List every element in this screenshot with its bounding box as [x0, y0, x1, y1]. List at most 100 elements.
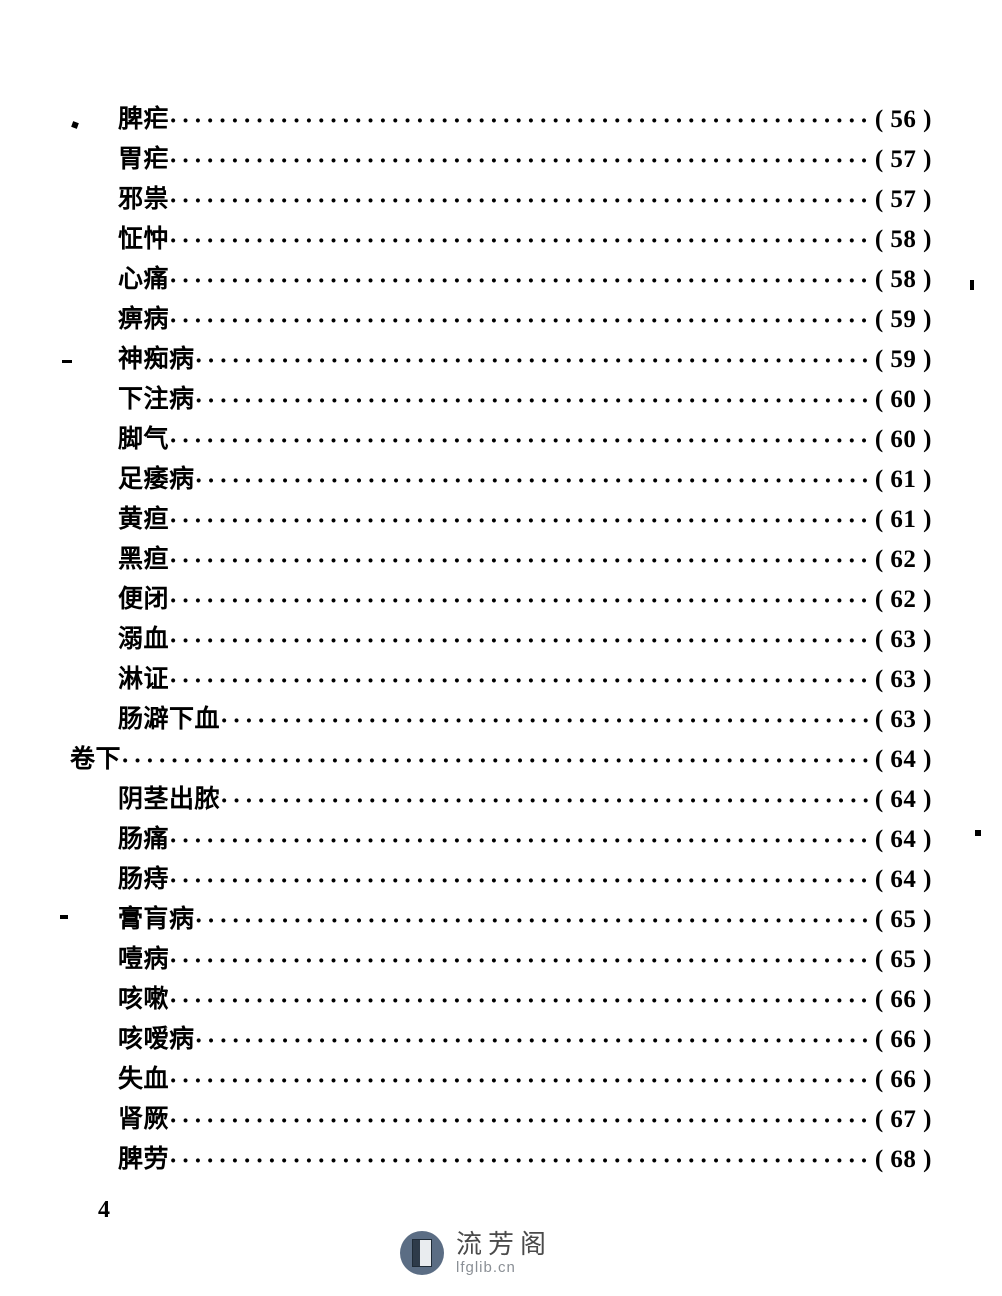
toc-entry-page: ( 57 ) — [869, 180, 932, 220]
toc-row: 心痛 ( 58 ) — [70, 260, 932, 300]
toc-leader-dots — [169, 662, 869, 687]
toc-entry-page: ( 62 ) — [869, 540, 932, 580]
toc-entry-page: ( 68 ) — [869, 1140, 932, 1180]
toc-row: 肠澼下血 ( 63 ) — [70, 700, 932, 740]
toc-entry-label: 黄疸 — [70, 500, 169, 540]
toc-entry-page: ( 67 ) — [869, 1100, 932, 1140]
toc-entry-page: ( 60 ) — [869, 380, 932, 420]
toc-entry-page: ( 64 ) — [869, 780, 932, 820]
toc-leader-dots — [169, 142, 869, 167]
toc-entry-label: 神痴病 — [70, 340, 195, 380]
toc-entry-label: 便闭 — [70, 580, 169, 620]
toc-entry-label: 溺血 — [70, 620, 169, 660]
toc-row: 淋证( 63 ) — [70, 660, 932, 700]
toc-entry-label: 肠痔 — [70, 860, 169, 900]
toc-entry-page: ( 66 ) — [869, 1020, 932, 1060]
toc-leader-dots — [220, 702, 869, 727]
toc-entry-page: ( 59 ) — [869, 300, 932, 340]
toc-row: 怔忡( 58 ) — [70, 220, 932, 260]
toc-entry-label: 黑疸 — [70, 540, 169, 580]
toc-entry-page: ( 66 ) — [869, 980, 932, 1020]
page-number: 4 — [98, 1197, 110, 1224]
scan-speck — [62, 360, 72, 363]
toc-entry-label: 脾劳 — [70, 1140, 169, 1180]
toc-row: 膏肓病( 65 ) — [70, 900, 932, 940]
toc-entry-page: ( 61 ) — [869, 460, 932, 500]
toc-entry-page: ( 66 ) — [869, 1060, 932, 1100]
toc-leader-dots — [169, 262, 869, 287]
toc-leader-dots — [169, 982, 869, 1007]
toc-leader-dots — [169, 182, 869, 207]
toc-row: 下注病 ( 60 ) — [70, 380, 932, 420]
toc-entry-label: 肠痛 — [70, 820, 169, 860]
toc-entry-label: 下注病 — [70, 380, 195, 420]
footer-badge-icon — [400, 1231, 444, 1275]
toc-entry-page: ( 63 ) — [869, 660, 932, 700]
footer-site-name: 流芳阁 — [456, 1231, 552, 1260]
toc-entry-label: 足痿病 — [70, 460, 195, 500]
toc-entry-page: ( 65 ) — [869, 940, 932, 980]
toc-entry-label: 肠澼下血 — [70, 700, 220, 740]
toc-entry-label: 噎病 — [70, 940, 169, 980]
toc-leader-dots — [195, 462, 869, 487]
toc-entry-label: 阴茎出脓 — [70, 780, 220, 820]
toc-row: 黄疸( 61 ) — [70, 500, 932, 540]
footer-logo: 流芳阁 lfglib.cn — [400, 1231, 552, 1276]
toc-entry-page: ( 62 ) — [869, 580, 932, 620]
toc-row: 便闭 ( 62 ) — [70, 580, 932, 620]
toc-row: 脾疟 ( 56 ) — [70, 100, 932, 140]
toc-row: 黑疸 ( 62 ) — [70, 540, 932, 580]
toc-row: 咳嗳病( 66 ) — [70, 1020, 932, 1060]
toc-row: 噎病 ( 65 ) — [70, 940, 932, 980]
toc-entry-page: ( 60 ) — [869, 420, 932, 460]
toc-leader-dots — [195, 382, 869, 407]
footer-text: 流芳阁 lfglib.cn — [456, 1231, 552, 1276]
toc-leader-dots — [169, 582, 869, 607]
footer-site-url: lfglib.cn — [456, 1260, 552, 1277]
toc-entry-label: 心痛 — [70, 260, 169, 300]
toc-entry-label: 肾厥 — [70, 1100, 169, 1140]
toc-leader-dots — [169, 942, 869, 967]
toc-entry-label: 失血 — [70, 1060, 169, 1100]
toc-entry-page: ( 58 ) — [869, 260, 932, 300]
toc-entry-label: 脾疟 — [70, 100, 169, 140]
toc-leader-dots — [169, 622, 869, 647]
page: 脾疟( 56 )胃疟( 57 )邪祟( 57 )怔忡( 58 )心痛( 58 )… — [0, 0, 1002, 1296]
toc-entry-page: ( 64 ) — [869, 820, 932, 860]
toc-row: 痹病 ( 59 ) — [70, 300, 932, 340]
toc-row: 肠痔 ( 64 ) — [70, 860, 932, 900]
toc-leader-dots — [220, 782, 869, 807]
toc-entry-page: ( 56 ) — [869, 100, 932, 140]
toc-leader-dots — [169, 822, 869, 847]
toc-leader-dots — [169, 102, 869, 127]
toc-row: 脾劳 ( 68 ) — [70, 1140, 932, 1180]
toc-entry-page: ( 57 ) — [869, 140, 932, 180]
toc-entry-label: 脚气 — [70, 420, 169, 460]
toc-row: 胃疟 ( 57 ) — [70, 140, 932, 180]
toc-row: 足痿病 ( 61 ) — [70, 460, 932, 500]
toc-row: 阴茎出脓 ( 64 ) — [70, 780, 932, 820]
toc-row: 脚气 ( 60 ) — [70, 420, 932, 460]
toc-row: 神痴病( 59 ) — [70, 340, 932, 380]
toc-entry-page: ( 63 ) — [869, 700, 932, 740]
toc-leader-dots — [121, 742, 869, 767]
toc-leader-dots — [169, 1142, 869, 1167]
toc-entry-label: 邪祟 — [70, 180, 169, 220]
toc-entry-label: 痹病 — [70, 300, 169, 340]
toc-entry-page: ( 64 ) — [869, 860, 932, 900]
toc-leader-dots — [169, 302, 869, 327]
toc-entry-label: 胃疟 — [70, 140, 169, 180]
toc-leader-dots — [169, 1062, 869, 1087]
table-of-contents: 脾疟( 56 )胃疟( 57 )邪祟( 57 )怔忡( 58 )心痛( 58 )… — [70, 100, 932, 1180]
toc-leader-dots — [169, 862, 869, 887]
toc-leader-dots — [169, 222, 869, 247]
toc-entry-page: ( 64 ) — [869, 740, 932, 780]
scan-speck — [970, 280, 974, 290]
toc-leader-dots — [195, 902, 869, 927]
toc-entry-page: ( 58 ) — [869, 220, 932, 260]
toc-leader-dots — [169, 502, 869, 527]
toc-row: 溺血( 63 ) — [70, 620, 932, 660]
scan-speck — [975, 830, 981, 836]
toc-row: 邪祟 ( 57 ) — [70, 180, 932, 220]
toc-row: 肾厥 ( 67 ) — [70, 1100, 932, 1140]
